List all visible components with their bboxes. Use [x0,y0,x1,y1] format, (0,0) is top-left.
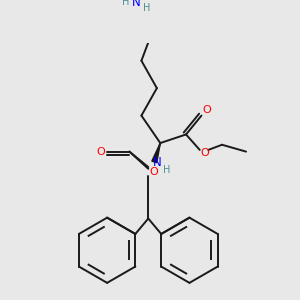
Text: N: N [152,156,161,169]
Text: H: H [122,0,130,8]
Polygon shape [152,143,160,163]
Text: O: O [202,105,211,116]
Text: N: N [132,0,141,9]
Text: H: H [164,165,171,175]
Text: H: H [143,2,150,13]
Text: O: O [149,167,158,177]
Text: O: O [200,148,209,158]
Text: O: O [96,147,105,157]
